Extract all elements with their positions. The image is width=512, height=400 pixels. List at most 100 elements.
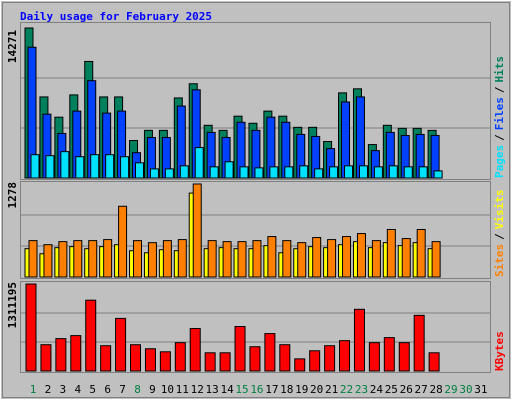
bar <box>85 299 97 372</box>
bar <box>342 236 352 278</box>
bar <box>207 240 217 278</box>
x-tick-label: 1 <box>30 383 37 396</box>
bar <box>75 156 85 179</box>
bar <box>147 242 157 278</box>
bar <box>73 240 83 278</box>
x-tick-label: 4 <box>74 383 81 396</box>
x-tick-label: 15 <box>235 383 248 396</box>
bar <box>45 155 55 179</box>
bar <box>418 166 428 179</box>
legend: Sites / Visits <box>493 190 506 278</box>
x-tick-label: 23 <box>355 383 368 396</box>
bar <box>324 345 336 372</box>
x-tick-label: 2 <box>45 383 52 396</box>
bar <box>254 167 264 179</box>
bar <box>309 350 321 372</box>
bar <box>284 166 294 179</box>
bar <box>189 328 201 372</box>
bar <box>105 154 115 179</box>
bar <box>401 238 411 278</box>
x-tick-label: 10 <box>161 383 174 396</box>
bar <box>383 337 395 372</box>
bar <box>314 168 324 179</box>
y-max-label: 1278 <box>6 182 19 209</box>
x-tick-label: 12 <box>191 383 204 396</box>
bar <box>60 151 70 179</box>
bar <box>164 168 174 179</box>
bar <box>264 333 276 372</box>
x-tick-label: 16 <box>250 383 263 396</box>
bar <box>239 166 249 179</box>
x-tick-label: 3 <box>60 383 67 396</box>
bar <box>234 325 246 372</box>
bar <box>282 240 292 278</box>
bar <box>120 156 130 179</box>
x-tick-label: 9 <box>149 383 156 396</box>
legend-entry: Sites <box>493 244 506 277</box>
bar <box>416 228 426 278</box>
bar <box>433 170 443 179</box>
legend-separator: / <box>493 86 506 93</box>
x-tick-label: 28 <box>429 383 442 396</box>
x-tick-label: 18 <box>280 383 293 396</box>
bar <box>329 166 339 179</box>
x-tick-label: 7 <box>119 383 126 396</box>
bar <box>398 342 410 372</box>
x-tick-label: 13 <box>206 383 219 396</box>
bar <box>30 154 40 179</box>
bar <box>192 183 202 278</box>
legend-entry: Pages <box>493 145 506 178</box>
x-tick-label: 30 <box>459 383 472 396</box>
bar <box>373 166 383 179</box>
bar <box>58 241 68 278</box>
bar <box>327 239 337 278</box>
bar <box>249 346 261 372</box>
x-tick-label: 17 <box>265 383 278 396</box>
bar <box>371 240 381 278</box>
bar <box>174 342 186 372</box>
x-tick-label: 22 <box>340 383 353 396</box>
bar <box>269 166 279 179</box>
bar <box>413 314 425 372</box>
bar <box>358 165 368 179</box>
bar <box>90 154 100 179</box>
legend-entry: Hits <box>493 56 506 83</box>
bar <box>100 345 112 372</box>
y-max-label: 1311195 <box>6 282 19 328</box>
bar <box>339 340 351 372</box>
x-tick-label: 14 <box>220 383 234 396</box>
bar <box>130 344 142 372</box>
bar <box>356 233 366 278</box>
bar <box>43 244 53 278</box>
bar <box>194 147 204 179</box>
x-tick-label: 5 <box>89 383 96 396</box>
bar <box>135 162 145 179</box>
bar <box>428 352 440 372</box>
bar <box>40 344 52 372</box>
bar <box>431 241 441 278</box>
bar <box>219 352 231 372</box>
x-tick-label: 31 <box>474 383 487 396</box>
bar <box>115 317 127 372</box>
legend-entry: Files <box>493 97 506 130</box>
bar <box>368 342 380 372</box>
legend-entry: KBytes <box>493 331 506 371</box>
bar <box>224 161 234 179</box>
bar <box>144 348 156 372</box>
bar <box>159 351 171 372</box>
bar <box>279 344 291 372</box>
legend: KBytes <box>493 331 506 371</box>
bar <box>403 166 413 179</box>
bar <box>162 240 172 278</box>
bar <box>222 241 232 278</box>
x-tick-label: 20 <box>310 383 323 396</box>
bar <box>70 335 82 372</box>
bar <box>294 358 306 372</box>
x-tick-label: 8 <box>134 383 141 396</box>
bar <box>312 237 322 278</box>
legend: Pages / Files / Hits <box>493 56 506 178</box>
bar <box>267 236 277 278</box>
bar <box>388 165 398 179</box>
